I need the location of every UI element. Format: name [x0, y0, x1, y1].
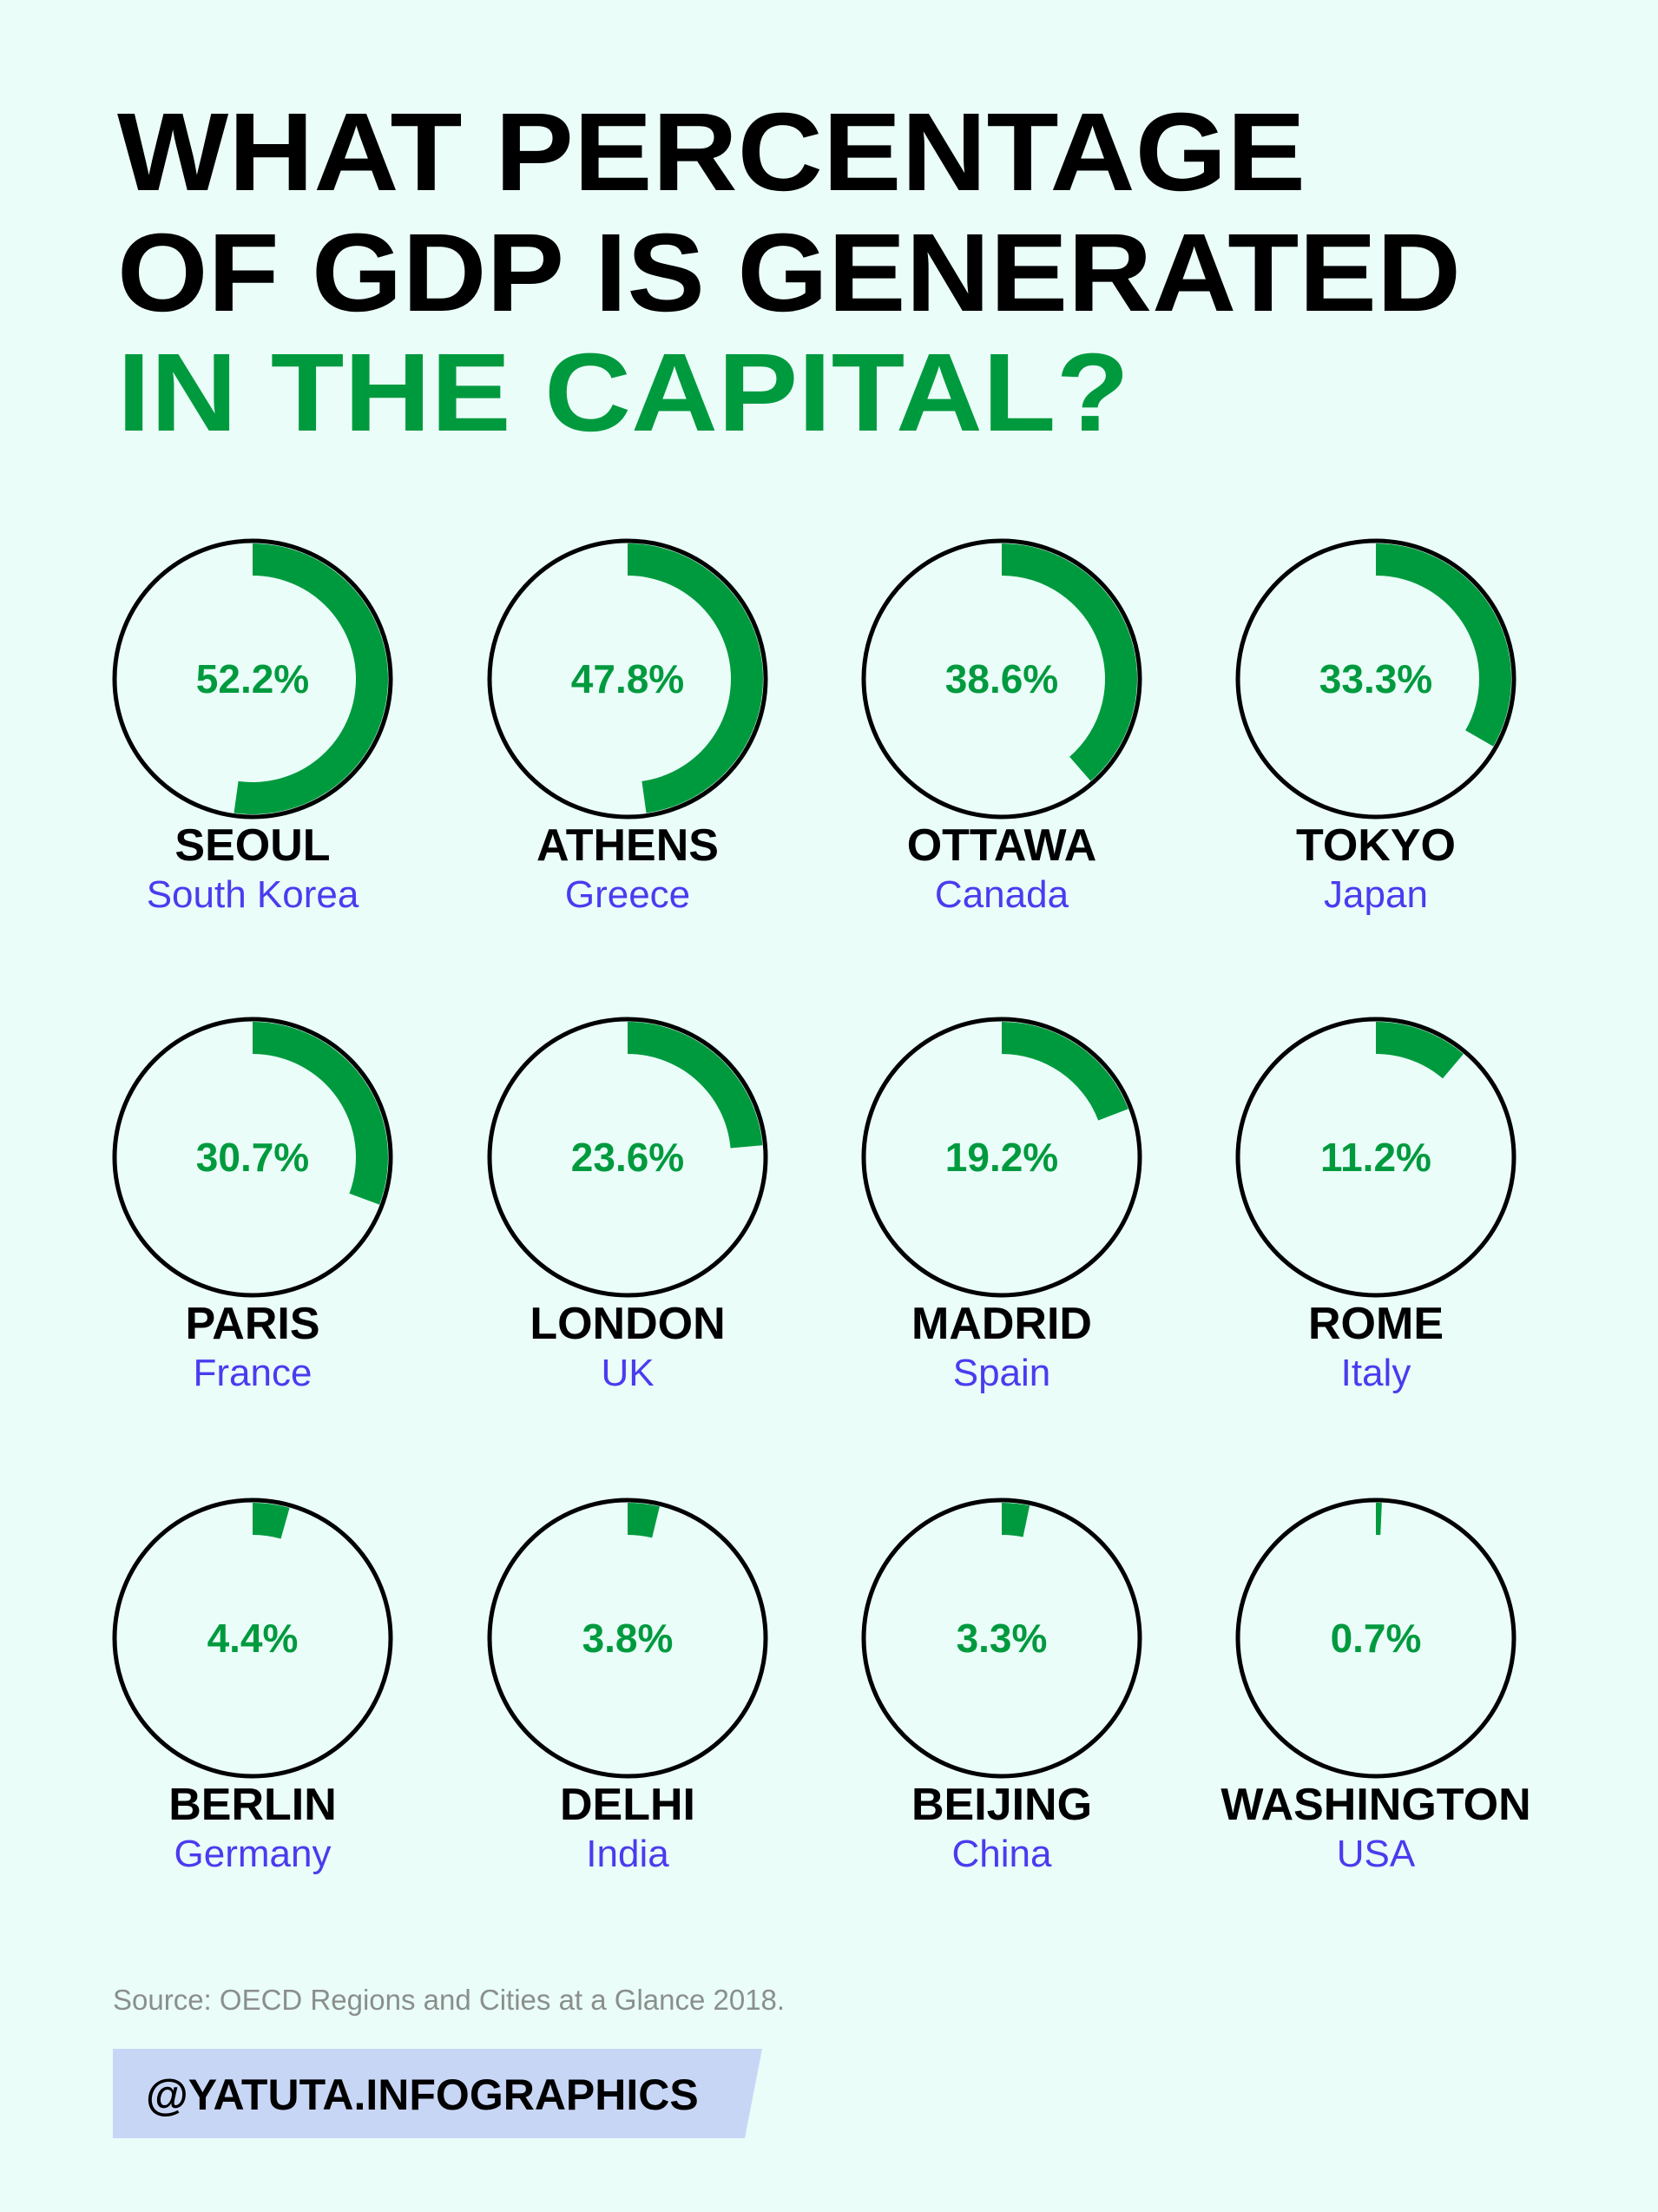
city-label: MADRID	[911, 1299, 1092, 1349]
city-label: ROME	[1308, 1299, 1444, 1349]
city-label: LONDON	[530, 1299, 725, 1349]
value-label: 0.7%	[1331, 1616, 1422, 1661]
gauge-outline	[1235, 1498, 1517, 1779]
value-label: 3.8%	[582, 1616, 674, 1661]
value-label: 33.3%	[1319, 656, 1432, 701]
value-label: 4.4%	[207, 1616, 299, 1661]
country-label: China	[952, 1833, 1052, 1875]
country-label: South Korea	[147, 873, 359, 916]
gauge-outline	[112, 1017, 393, 1298]
gauge-arc	[628, 543, 763, 813]
title-line: OF GDP IS GENERATED	[117, 211, 1461, 335]
gauge-arc	[253, 1022, 388, 1205]
city-label: WASHINGTON	[1220, 1780, 1530, 1830]
gauge-arc	[1376, 543, 1511, 747]
gauge-outline	[112, 538, 393, 820]
gauge-arc	[1002, 1022, 1128, 1121]
country-label: India	[586, 1833, 669, 1875]
gauge-outline	[487, 1498, 768, 1779]
city-label: TOKYO	[1296, 820, 1456, 871]
source: Source: OECD Regions and Cities at a Gla…	[113, 1984, 785, 2016]
value-label: 23.6%	[571, 1135, 684, 1180]
country-label: Japan	[1324, 873, 1428, 916]
title-line: WHAT PERCENTAGE	[117, 90, 1306, 214]
city-label: ATHENS	[536, 820, 719, 871]
country-label: Greece	[565, 873, 690, 916]
gauge-arc	[1376, 1022, 1464, 1079]
value-label: 19.2%	[945, 1135, 1058, 1180]
credit: @YATUTA.INFOGRAPHICS	[146, 2070, 699, 2119]
city-label: OTTAWA	[907, 820, 1097, 871]
value-label: 47.8%	[571, 656, 684, 701]
value-label: 30.7%	[196, 1135, 309, 1180]
gauge-arc	[1376, 1503, 1382, 1536]
city-label: PARIS	[185, 1299, 319, 1349]
gauge-outline	[1235, 538, 1517, 820]
title-highlight: IN THE CAPITAL?	[117, 331, 1129, 455]
country-label: France	[194, 1352, 313, 1394]
gauge-outline	[861, 1498, 1142, 1779]
gauge-arc	[253, 1503, 290, 1539]
gauge-outline	[861, 538, 1142, 820]
country-label: Spain	[953, 1352, 1051, 1394]
country-label: UK	[601, 1352, 654, 1394]
credit-badge	[113, 2049, 762, 2138]
city-label: SEOUL	[174, 820, 330, 871]
city-label: DELHI	[560, 1780, 695, 1830]
gauge-outline	[1235, 1017, 1517, 1298]
value-label: 38.6%	[945, 656, 1058, 701]
gauge-arc	[628, 1503, 660, 1538]
city-label: BERLIN	[168, 1780, 337, 1830]
gauge-arc	[234, 543, 389, 814]
gauge-outline	[112, 1498, 393, 1779]
city-label: BEIJING	[911, 1780, 1092, 1830]
value-label: 52.2%	[196, 656, 309, 701]
gauge-arc	[1002, 543, 1137, 781]
value-label: 11.2%	[1320, 1135, 1431, 1180]
gauge-outline	[487, 538, 768, 820]
country-label: Germany	[174, 1833, 332, 1875]
gauge-arc	[628, 1022, 763, 1149]
country-label: USA	[1337, 1833, 1416, 1875]
country-label: Italy	[1341, 1352, 1411, 1394]
gauge-arc	[1002, 1503, 1030, 1537]
country-label: Canada	[935, 873, 1069, 916]
gauge-outline	[487, 1017, 768, 1298]
value-label: 3.3%	[957, 1616, 1048, 1661]
gauge-outline	[861, 1017, 1142, 1298]
